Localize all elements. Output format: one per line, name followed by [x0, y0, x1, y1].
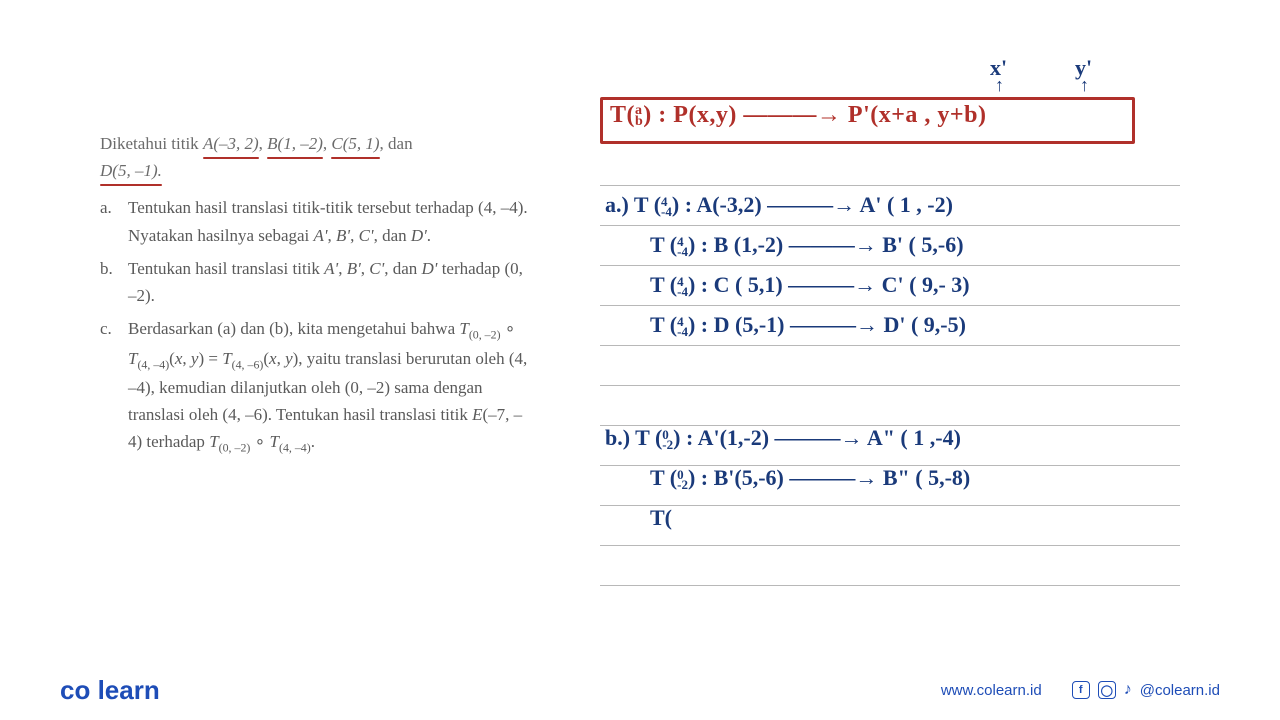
translation-formula: T(ab) : P(x,y) ———→ P'(x+a , y+b): [610, 102, 986, 129]
ruled-line: [600, 505, 1180, 506]
social-icons: f ◯ ♪ @colearn.id: [1072, 681, 1220, 699]
line-a4: T (4-4) : D (5,-1) ———→ D' ( 9,-5): [650, 312, 966, 338]
item-b-text: Tentukan hasil translasi titik A', B', C…: [128, 255, 530, 309]
problem-intro: Diketahui titik A(–3, 2), B(1, –2), C(5,…: [100, 130, 530, 184]
footer-url: www.colearn.id: [941, 682, 1042, 699]
item-c: c. Berdasarkan (a) dan (b), kita mengeta…: [100, 315, 530, 458]
problem-text: Diketahui titik A(–3, 2), B(1, –2), C(5,…: [0, 0, 560, 640]
ruled-line: [600, 225, 1180, 226]
line-b3: T(: [650, 505, 672, 531]
point-A: A(–3, 2): [203, 130, 259, 157]
ruled-line: [600, 385, 1180, 386]
logo: co learn: [60, 675, 160, 706]
social-handle: @colearn.id: [1140, 682, 1220, 699]
tiktok-icon: ♪: [1124, 681, 1132, 699]
footer: co learn www.colearn.id f ◯ ♪ @colearn.i…: [0, 660, 1280, 720]
facebook-icon: f: [1072, 681, 1090, 699]
instagram-icon: ◯: [1098, 681, 1116, 699]
line-b2: T (0-2) : B'(5,-6) ———→ B" ( 5,-8): [650, 465, 970, 491]
line-a3: T (4-4) : C ( 5,1) ———→ C' ( 9,- 3): [650, 272, 970, 298]
item-c-text: Berdasarkan (a) dan (b), kita mengetahui…: [128, 315, 530, 458]
item-a: a. Tentukan hasil translasi titik-titik …: [100, 194, 530, 248]
line-b1: b.) T (0-2) : A'(1,-2) ———→ A" ( 1 ,-4): [605, 425, 961, 451]
arrow-up-x: ↑: [995, 75, 1004, 96]
ruled-line: [600, 545, 1180, 546]
ruled-line: [600, 185, 1180, 186]
arrow-up-y: ↑: [1080, 75, 1089, 96]
item-b: b. Tentukan hasil translasi titik A', B'…: [100, 255, 530, 309]
ruled-line: [600, 585, 1180, 586]
handwritten-solution: x' y' ↑ ↑ T(ab) : P(x,y) ———→ P'(x+a , y…: [560, 0, 1280, 640]
ruled-line: [600, 265, 1180, 266]
ruled-line: [600, 305, 1180, 306]
point-C: C(5, 1): [331, 130, 379, 157]
point-B: B(1, –2): [267, 130, 323, 157]
line-a2: T (4-4) : B (1,-2) ———→ B' ( 5,-6): [650, 232, 964, 258]
point-D: D(5, –1).: [100, 157, 162, 184]
ruled-line: [600, 345, 1180, 346]
intro-prefix: Diketahui titik: [100, 134, 203, 153]
item-a-text: Tentukan hasil translasi titik-titik ter…: [128, 194, 530, 248]
line-a1: a.) T (4-4) : A(-3,2) ———→ A' ( 1 , -2): [605, 192, 953, 218]
